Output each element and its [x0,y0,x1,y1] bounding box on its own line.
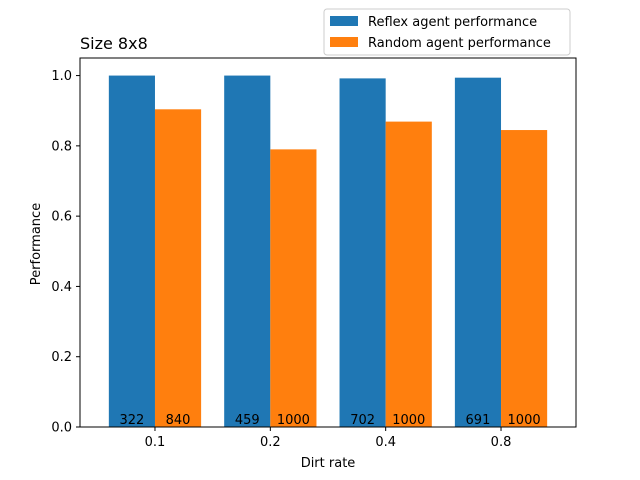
x-tick-label: 0.2 [260,435,281,450]
bar-label: 840 [166,413,191,428]
plot-frame [79,57,577,428]
bar-label: 1000 [277,413,310,428]
y-tick-label: 0.6 [51,210,72,225]
y-tick-label: 0.8 [51,139,72,154]
bar-label: 1000 [392,413,425,428]
bar [339,78,386,427]
bar [454,77,502,428]
x-tick-label: 0.8 [491,435,512,450]
bar [501,130,548,428]
x-tick-label: 0.4 [375,435,396,450]
bar [154,109,202,428]
legend: Reflex agent performance Random agent per… [323,8,571,56]
bar [270,149,317,427]
y-tick-label: 0.0 [51,421,72,436]
x-tick-label: 0.1 [145,435,166,450]
plot-area: 322 459 702 691 840 1000 1000 1000 0.0 0.2 0.4 0.6 0… [51,57,577,450]
bar-label: 1000 [508,413,541,428]
legend-box [323,8,571,56]
chart-title: Size 8x8 [80,34,148,53]
bar [224,75,271,428]
bar [385,121,432,427]
bar-label: 459 [235,413,260,428]
legend-label: Random agent performance [368,36,551,51]
y-axis-label: Performance [29,203,44,285]
bar-label: 691 [466,413,491,428]
y-tick-label: 1.0 [51,69,72,84]
legend-swatch [330,16,358,26]
legend-swatch [330,37,358,47]
bar [108,75,155,428]
y-tick-label: 0.2 [51,350,72,365]
y-tick-label: 0.4 [51,280,72,295]
bar-label: 702 [350,413,375,428]
x-axis-label: Dirt rate [301,456,356,471]
bar-label: 322 [119,413,144,428]
legend-label: Reflex agent performance [368,15,537,30]
